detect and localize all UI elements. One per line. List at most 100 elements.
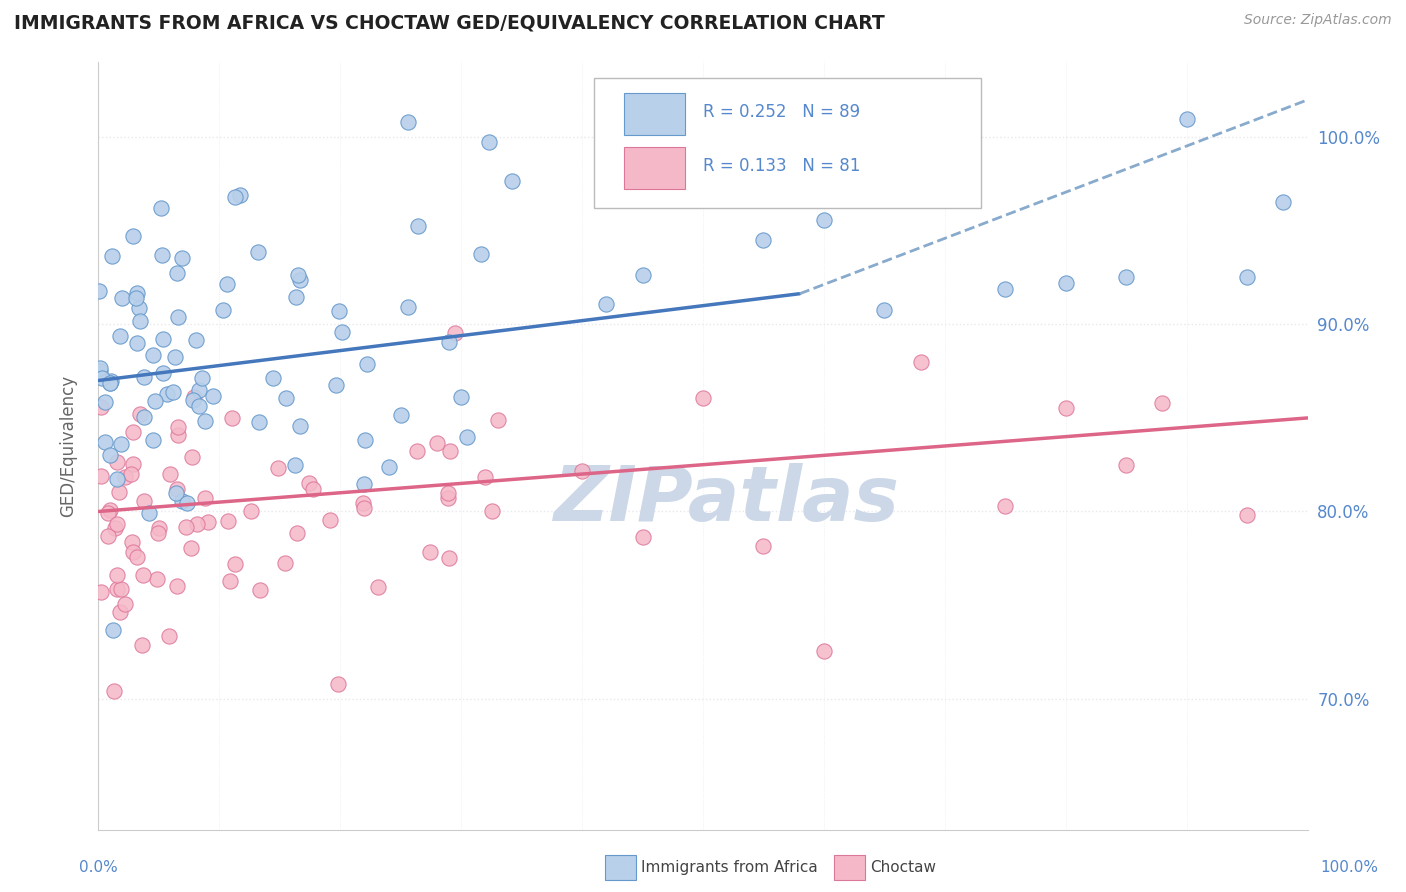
Point (128, 301, 150, 316)
Point (274, 557, 297, 571)
Point (105, 582, 128, 596)
Point (595, 297, 617, 311)
Point (124, 291, 146, 305)
FancyBboxPatch shape (624, 93, 685, 136)
Point (170, 251, 193, 265)
Point (219, 574, 242, 589)
Point (1236, 269, 1258, 284)
Point (285, 526, 308, 541)
Point (120, 467, 142, 482)
Point (354, 434, 377, 448)
Point (166, 579, 188, 593)
Point (166, 310, 188, 324)
Point (100, 503, 122, 517)
Point (105, 455, 128, 469)
Point (302, 482, 325, 496)
Point (108, 485, 131, 500)
Point (128, 407, 150, 421)
Point (813, 213, 835, 227)
Point (450, 390, 472, 404)
Point (166, 266, 188, 280)
Point (152, 366, 174, 380)
Point (152, 332, 174, 346)
Point (474, 470, 496, 484)
Point (186, 516, 208, 531)
Point (156, 387, 179, 401)
Point (159, 467, 181, 482)
Point (157, 629, 180, 643)
Point (134, 494, 156, 508)
Point (229, 187, 252, 202)
Point (284, 458, 307, 473)
Point (176, 496, 198, 510)
Point (90, 585, 112, 599)
Point (187, 400, 209, 414)
Point (87, 284, 110, 298)
Point (813, 644, 835, 658)
Point (111, 291, 134, 305)
Point (89, 361, 111, 376)
Point (181, 450, 204, 465)
Point (142, 433, 165, 447)
Point (142, 348, 165, 362)
FancyBboxPatch shape (595, 78, 981, 208)
Point (353, 500, 375, 515)
Point (104, 521, 127, 535)
Point (367, 580, 389, 594)
Point (98, 376, 121, 390)
Point (224, 190, 246, 204)
Point (221, 411, 243, 425)
Text: Source: ZipAtlas.com: Source: ZipAtlas.com (1244, 13, 1392, 28)
Point (290, 273, 312, 287)
Point (456, 430, 478, 444)
Point (378, 460, 401, 475)
Point (114, 597, 136, 611)
Point (187, 383, 209, 397)
Point (1115, 269, 1137, 284)
Point (105, 568, 128, 582)
Point (1152, 396, 1174, 410)
Point (247, 415, 270, 429)
Point (110, 582, 132, 597)
Point (266, 460, 288, 475)
Text: Immigrants from Africa: Immigrants from Africa (641, 860, 818, 874)
Point (994, 282, 1017, 296)
Point (190, 371, 212, 385)
Point (166, 428, 188, 442)
Point (439, 443, 461, 458)
Point (571, 464, 593, 478)
Point (149, 201, 172, 215)
Point (873, 302, 896, 317)
Point (437, 550, 460, 565)
Point (122, 425, 145, 440)
Point (98, 448, 121, 462)
Point (129, 314, 152, 328)
Text: 100.0%: 100.0% (1320, 860, 1379, 874)
Point (276, 391, 298, 405)
Text: 0.0%: 0.0% (79, 860, 118, 874)
Point (396, 300, 419, 314)
Point (122, 229, 145, 244)
Point (246, 244, 269, 259)
Point (183, 390, 205, 404)
Text: Choctaw: Choctaw (870, 860, 936, 874)
Point (146, 572, 169, 586)
Point (406, 219, 429, 234)
Point (114, 470, 136, 484)
Point (353, 477, 375, 491)
Point (215, 277, 238, 291)
Point (107, 517, 129, 532)
Point (217, 514, 239, 528)
Point (162, 384, 184, 399)
Point (174, 520, 197, 534)
Point (396, 115, 419, 129)
Point (108, 328, 131, 343)
Point (90, 400, 112, 414)
Point (148, 521, 170, 535)
Point (125, 549, 148, 564)
Point (325, 378, 347, 392)
Point (481, 504, 503, 518)
Point (328, 677, 350, 691)
Point (193, 414, 215, 428)
Point (134, 410, 156, 425)
